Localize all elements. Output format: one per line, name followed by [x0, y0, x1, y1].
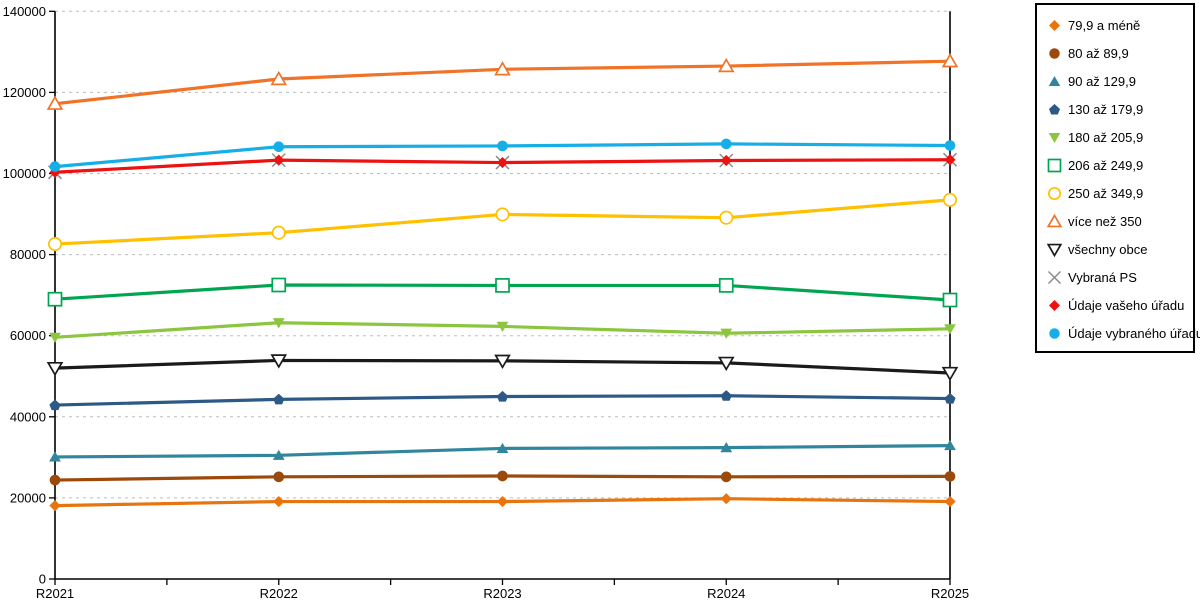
legend-label: všechny obce — [1068, 241, 1148, 257]
svg-text:0: 0 — [39, 572, 46, 587]
circle-icon — [1046, 45, 1063, 62]
diamond-icon — [1046, 17, 1063, 34]
legend-label: 206 až 249,9 — [1068, 157, 1144, 173]
legend-item: Údaje vašeho úřadu — [1046, 291, 1193, 319]
legend-label: 180 až 205,9 — [1068, 129, 1144, 145]
svg-text:60000: 60000 — [10, 328, 46, 343]
triangle-down-outline-icon — [1046, 241, 1063, 258]
legend-item: 90 až 129,9 — [1046, 67, 1193, 95]
legend-label: 80 až 89,9 — [1068, 45, 1129, 61]
svg-text:R2024: R2024 — [707, 586, 745, 600]
svg-text:100000: 100000 — [3, 166, 46, 181]
legend-label: Údaje vašeho úřadu — [1068, 297, 1185, 313]
svg-text:120000: 120000 — [3, 85, 46, 100]
svg-text:20000: 20000 — [10, 490, 46, 505]
legend-label: Údaje vybraného úřadu — [1068, 325, 1200, 341]
legend-item: více než 350 — [1046, 207, 1193, 235]
circle-outline-icon — [1046, 185, 1063, 202]
svg-text:R2021: R2021 — [36, 586, 74, 600]
legend-item: 130 až 179,9 — [1046, 95, 1193, 123]
triangle-up-outline-icon — [1046, 213, 1063, 230]
svg-text:140000: 140000 — [3, 4, 46, 19]
legend-label: 130 až 179,9 — [1068, 101, 1144, 117]
legend-label: Vybraná PS — [1068, 269, 1137, 285]
square-outline-icon — [1046, 157, 1063, 174]
legend-item: 250 až 349,9 — [1046, 179, 1193, 207]
svg-text:R2022: R2022 — [260, 586, 298, 600]
legend-item: 206 až 249,9 — [1046, 151, 1193, 179]
svg-text:80000: 80000 — [10, 247, 46, 262]
legend-item: Vybraná PS — [1046, 263, 1193, 291]
legend-label: 90 až 129,9 — [1068, 73, 1136, 89]
triangle-up-icon — [1046, 73, 1063, 90]
chart-legend: 79,9 a méně 80 až 89,9 90 až 129,9 130 a… — [1035, 3, 1200, 353]
triangle-down-icon — [1046, 129, 1063, 146]
svg-text:R2023: R2023 — [483, 586, 521, 600]
svg-text:R2025: R2025 — [931, 586, 969, 600]
x-mark-icon — [1046, 269, 1063, 286]
diamond-icon — [1046, 297, 1063, 314]
legend-label: 79,9 a méně — [1068, 17, 1141, 33]
circle-icon — [1046, 325, 1063, 342]
svg-text:40000: 40000 — [10, 409, 46, 424]
legend-label: 250 až 349,9 — [1068, 185, 1144, 201]
legend-item: Údaje vybraného úřadu — [1046, 319, 1200, 347]
legend-item: 79,9 a méně — [1046, 11, 1193, 39]
pentagon-icon — [1046, 101, 1063, 118]
legend-label: více než 350 — [1068, 213, 1142, 229]
legend-item: 180 až 205,9 — [1046, 123, 1193, 151]
legend-item: všechny obce — [1046, 235, 1193, 263]
legend-item: 80 až 89,9 — [1046, 39, 1193, 67]
